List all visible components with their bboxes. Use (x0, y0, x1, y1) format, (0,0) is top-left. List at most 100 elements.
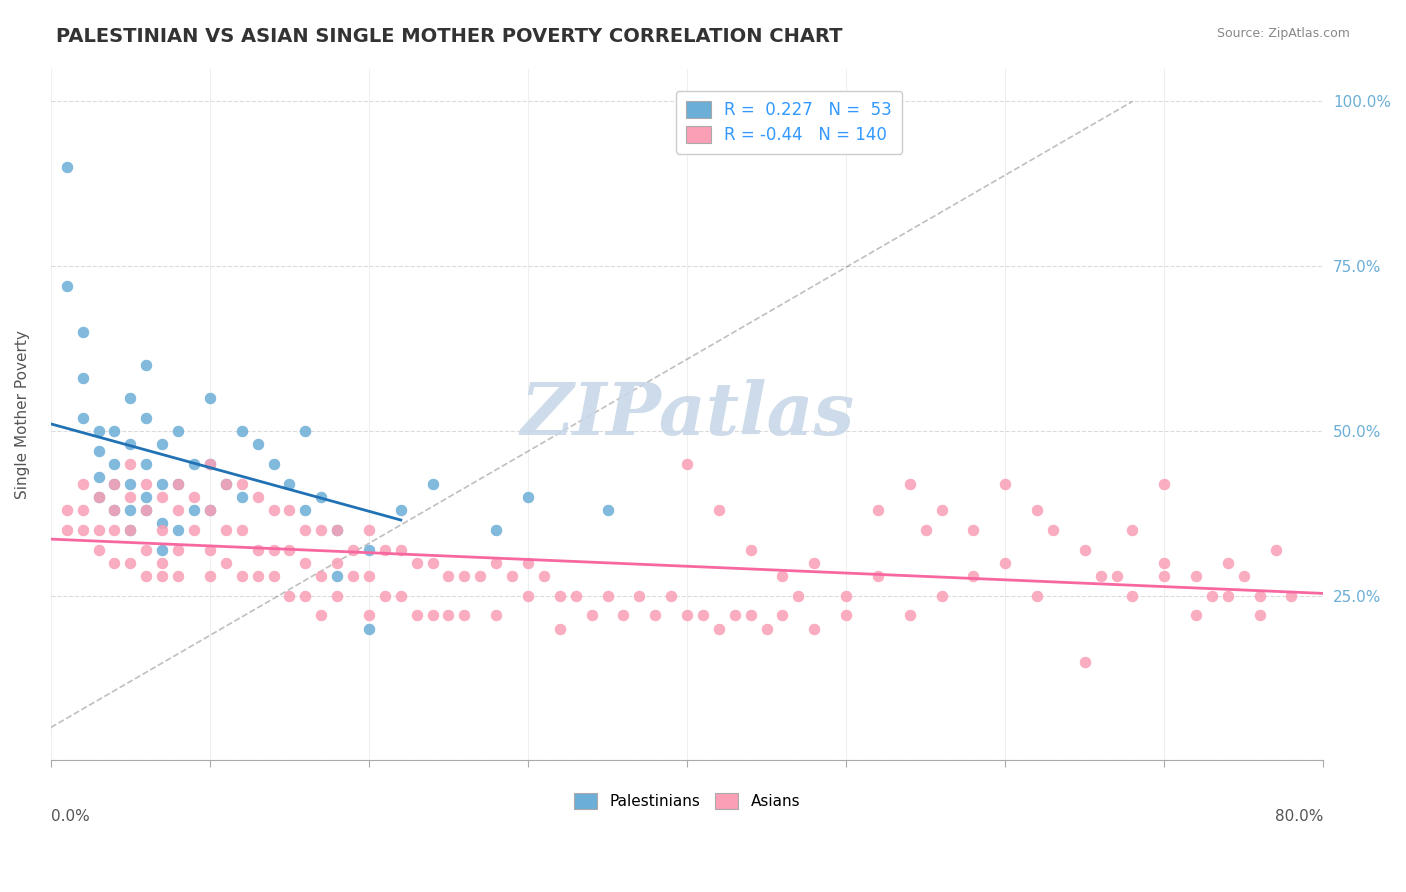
Point (644, 608, 666, 623)
Point (103, 503, 125, 517)
Text: PALESTINIAN VS ASIAN SINGLE MOTHER POVERTY CORRELATION CHART: PALESTINIAN VS ASIAN SINGLE MOTHER POVER… (56, 27, 842, 45)
Point (931, 503, 953, 517)
Point (931, 589, 953, 603)
Point (962, 569, 984, 583)
Point (1249, 589, 1271, 603)
Point (485, 523, 508, 537)
Point (357, 542, 380, 557)
Point (707, 503, 730, 517)
Point (87, 443, 110, 458)
Point (501, 569, 523, 583)
Point (183, 457, 205, 471)
Point (120, 476, 142, 491)
Point (326, 523, 349, 537)
Point (263, 542, 285, 557)
Point (374, 542, 396, 557)
Point (135, 503, 157, 517)
Point (135, 457, 157, 471)
Point (422, 556, 444, 570)
Point (183, 503, 205, 517)
Point (120, 523, 142, 537)
Point (1121, 523, 1143, 537)
Point (962, 523, 984, 537)
Point (564, 589, 586, 603)
Point (103, 503, 125, 517)
Text: ZIPatlas: ZIPatlas (520, 379, 853, 450)
Point (772, 569, 794, 583)
Point (167, 503, 190, 517)
Point (72, 523, 94, 537)
Point (135, 569, 157, 583)
Point (787, 589, 810, 603)
Point (72, 371, 94, 385)
Point (1249, 608, 1271, 623)
Point (87, 523, 110, 537)
Point (389, 503, 412, 517)
Point (183, 490, 205, 504)
Point (1201, 589, 1223, 603)
Point (135, 476, 157, 491)
Point (914, 523, 936, 537)
Point (1233, 569, 1256, 583)
Point (263, 569, 285, 583)
Point (517, 490, 540, 504)
Point (87, 490, 110, 504)
Point (72, 325, 94, 339)
Point (357, 569, 380, 583)
Point (628, 589, 651, 603)
Point (596, 589, 619, 603)
Point (389, 589, 412, 603)
Point (740, 542, 762, 557)
Point (198, 457, 221, 471)
Point (120, 457, 142, 471)
Y-axis label: Single Mother Poverty: Single Mother Poverty (15, 330, 30, 499)
Point (309, 490, 332, 504)
Point (278, 542, 301, 557)
Point (309, 569, 332, 583)
Point (135, 542, 157, 557)
Point (135, 410, 157, 425)
Point (120, 556, 142, 570)
Point (772, 608, 794, 623)
Point (422, 608, 444, 623)
Point (453, 608, 475, 623)
Point (150, 523, 173, 537)
Point (1153, 476, 1175, 491)
Point (612, 608, 634, 623)
Point (326, 589, 349, 603)
Point (263, 503, 285, 517)
Point (231, 476, 253, 491)
Point (246, 542, 269, 557)
Point (1073, 542, 1095, 557)
Point (740, 608, 762, 623)
Point (803, 622, 825, 636)
Point (357, 622, 380, 636)
Point (263, 457, 285, 471)
Point (309, 608, 332, 623)
Point (72, 503, 94, 517)
Point (309, 523, 332, 537)
Point (1121, 589, 1143, 603)
Point (55, 161, 77, 175)
Text: 0.0%: 0.0% (51, 809, 90, 824)
Point (103, 424, 125, 438)
Point (374, 589, 396, 603)
Point (150, 569, 173, 583)
Point (581, 608, 603, 623)
Point (1105, 569, 1128, 583)
Point (150, 516, 173, 531)
Point (198, 457, 221, 471)
Point (866, 569, 889, 583)
Point (120, 503, 142, 517)
Point (294, 503, 316, 517)
Point (898, 476, 921, 491)
Point (215, 556, 238, 570)
Point (294, 556, 316, 570)
Point (342, 569, 364, 583)
Point (1153, 569, 1175, 583)
Point (422, 476, 444, 491)
Point (167, 476, 190, 491)
Point (1185, 608, 1208, 623)
Point (103, 476, 125, 491)
Point (1090, 569, 1112, 583)
